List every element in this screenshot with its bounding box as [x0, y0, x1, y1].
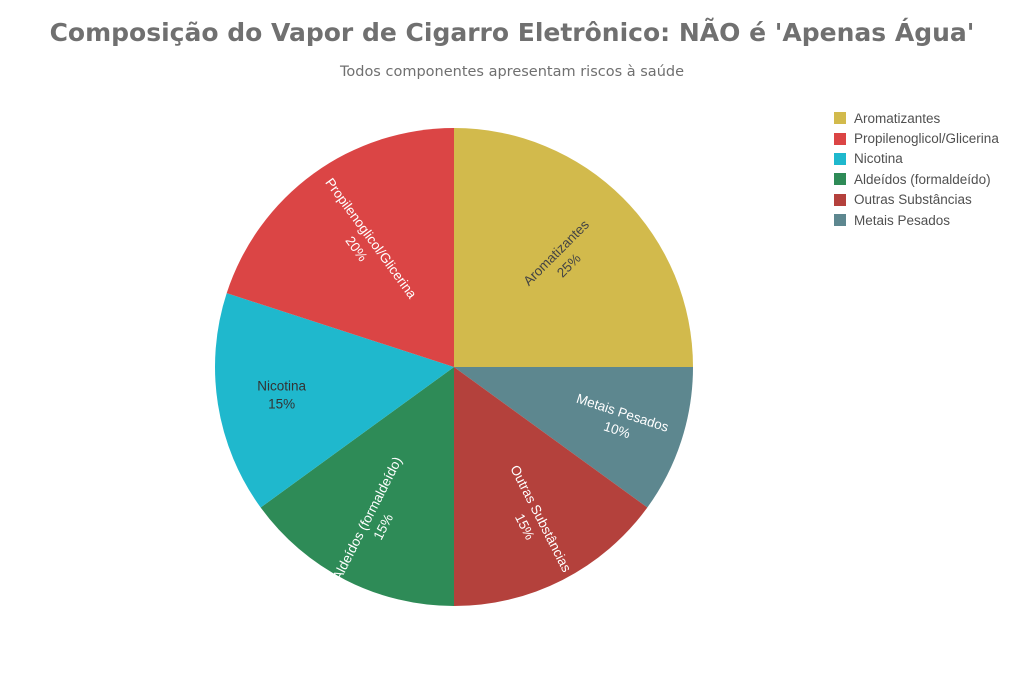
pie-label-nicotina: Nicotina 15%: [257, 378, 306, 411]
chart-title: Composição do Vapor de Cigarro Eletrônic…: [49, 18, 975, 47]
legend-label: Aromatizantes: [854, 110, 941, 126]
pie-slice-metais-pesados: [454, 367, 693, 508]
legend-label: Aldeídos (formaldeído): [854, 171, 991, 187]
legend-label: Nicotina: [854, 151, 903, 167]
legend-item-propilenoglicol-glicerina[interactable]: Propilenoglicol/Glicerina: [834, 128, 999, 148]
pie-slice-outras-substancias: [454, 367, 648, 606]
slice-percent-label: 15%: [268, 396, 295, 411]
pie-slice-aldeidos-formaldeido: [260, 367, 454, 606]
pie-slice-nicotina: [215, 293, 454, 508]
legend-item-aromatizantes[interactable]: Aromatizantes: [834, 108, 999, 128]
legend-swatch: [834, 214, 846, 227]
legend-item-metais-pesados[interactable]: Metais Pesados: [834, 210, 999, 230]
pie-slice-aromatizantes: [454, 128, 693, 367]
pie-slices: [215, 128, 693, 606]
legend-swatch: [834, 193, 846, 206]
legend-item-nicotina[interactable]: Nicotina: [834, 149, 999, 169]
legend-label: Propilenoglicol/Glicerina: [854, 131, 999, 147]
chart-subtitle: Todos componentes apresentam riscos à sa…: [339, 64, 685, 80]
chart-legend: Aromatizantes Propilenoglicol/Glicerina Ni…: [834, 108, 999, 230]
legend-swatch: [834, 112, 846, 125]
legend-item-aldeidos-formaldeido[interactable]: Aldeídos (formaldeído): [834, 169, 999, 189]
legend-swatch: [834, 132, 846, 145]
legend-swatch: [834, 152, 846, 165]
pie-slice-propilenoglicol-glicerina: [226, 128, 454, 367]
legend-label: Metais Pesados: [854, 212, 951, 228]
slice-category-label: Nicotina: [257, 378, 306, 393]
legend-label: Outras Substâncias: [854, 192, 972, 208]
legend-item-outras-substancias[interactable]: Outras Substâncias: [834, 190, 999, 210]
legend-swatch: [834, 173, 846, 186]
